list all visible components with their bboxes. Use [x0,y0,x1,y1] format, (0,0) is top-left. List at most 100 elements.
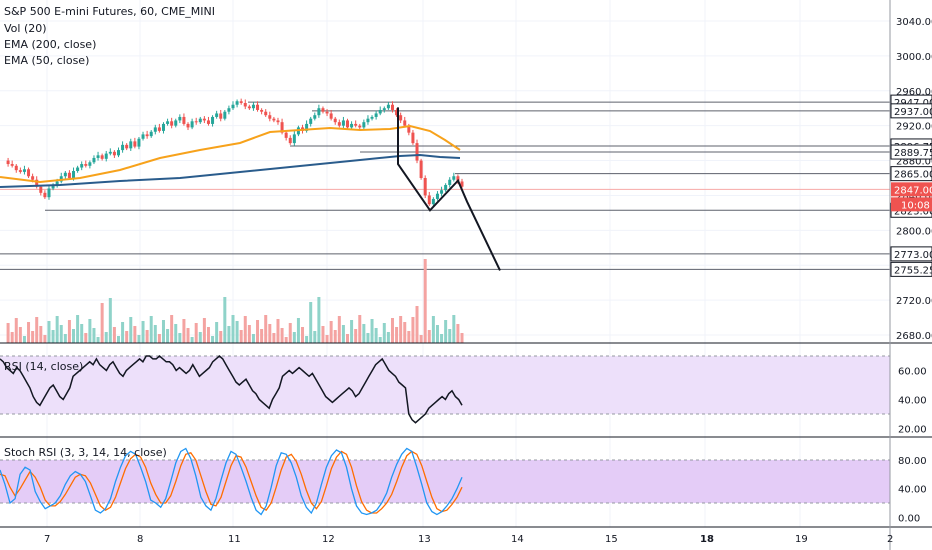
candle-body [35,179,39,187]
candle-body [27,169,31,177]
candle-body [18,170,22,172]
candle-body [280,122,284,133]
candle-body [72,171,76,178]
volume-bar [108,298,112,343]
level-price-box [890,246,932,262]
candle-body [133,141,137,147]
candle-body [337,122,341,126]
volume-bar [194,323,198,343]
candle-body [55,181,59,185]
candle-body [288,137,292,144]
candle-body [178,116,182,121]
candle-body [190,121,194,128]
current-price-box [891,182,932,197]
volume-bar [382,323,386,343]
candle-body [157,127,161,131]
stoch-axis-tick-label: 0.00 [898,513,920,524]
candle-body [202,118,206,121]
volume-bar [460,333,464,343]
volume-bar [309,302,313,343]
time-axis-tick-label: 13 [418,534,431,545]
volume-bar [419,335,423,343]
volume-bar [149,316,153,343]
candle-body [382,108,386,110]
time-axis-tick-label: 15 [605,534,618,545]
volume-bar [35,317,39,343]
price-axis-tick-label: 2920.00 [896,122,932,133]
candle-body [112,151,116,156]
volume-bar [67,320,71,343]
candle-body [350,123,354,128]
volume-bar [341,325,345,343]
level-price-box [890,261,932,277]
rsi-legend[interactable]: RSI (14, close) [4,360,84,373]
ema200-legend[interactable]: EMA (200, close) [4,38,97,51]
volume-bar [386,332,390,343]
volume-bar [219,331,223,343]
volume-bar [59,325,63,343]
candle-body [354,123,358,126]
candle-body [362,122,366,128]
volume-bar [92,328,96,343]
candle-body [305,123,309,131]
candle-body [390,104,394,110]
volume-bar [190,337,194,343]
candles [6,98,464,207]
ema-50-line [0,124,461,184]
volume-bar [186,328,190,343]
volume-bar [329,321,333,343]
countdown-box [891,197,932,212]
candle-body [88,162,92,166]
candle-body [423,178,427,196]
vol-legend[interactable]: Vol (20) [4,22,47,35]
candle-body [96,155,100,158]
volume-bar [153,325,157,343]
volume-bar [456,324,460,343]
price-axis-tick-label: 2680.00 [896,331,932,342]
candle-body [39,186,43,193]
rsi-axis-tick-label: 60.00 [898,367,927,378]
candle-body [117,150,120,156]
candle-body [10,164,14,166]
candle-body [333,118,337,123]
candle-body [211,116,215,124]
volume-bar [354,329,358,343]
volume-bar [288,323,292,343]
ema-200-line [0,153,461,188]
candle-body [51,184,55,189]
candle-body [121,144,125,151]
candle-body [170,121,174,126]
candle-body [272,118,276,121]
volume-bar [39,326,43,343]
volume-bar [72,329,76,343]
volume-bar [43,335,47,343]
stoch-legend[interactable]: Stoch RSI (3, 3, 14, 14, close) [4,446,167,459]
price-axis-tick-label: 3000.00 [896,52,932,63]
level-price-boxes: 2947.002937.002896.752889.752865.002823.… [890,94,932,277]
candle-body [395,109,399,116]
stoch-axis-tick-label: 40.00 [898,485,927,496]
volume-bar [223,297,227,343]
level-price-box [890,103,932,119]
volume-bar [378,337,382,343]
symbol-title[interactable]: S&P 500 E-mini Futures, 60, CME_MINI [4,5,215,18]
volume-bar [100,303,104,343]
candle-body [174,120,178,126]
volume-bar [227,326,231,343]
volume-bar [350,320,354,343]
candle-body [260,109,264,112]
candle-body [145,134,149,137]
volume-bar [448,329,452,343]
volume-bar [55,316,59,343]
level-price-label: 2889.75 [894,148,932,159]
ema50-legend[interactable]: EMA (50, close) [4,54,90,67]
volume-bar [325,335,329,343]
candle-body [386,104,390,109]
candle-body [92,157,96,163]
candle-body [452,176,456,180]
countdown-label: 10:08 [901,200,930,211]
volume-bar [76,315,80,343]
candle-body [284,132,288,138]
candle-body [231,104,235,109]
